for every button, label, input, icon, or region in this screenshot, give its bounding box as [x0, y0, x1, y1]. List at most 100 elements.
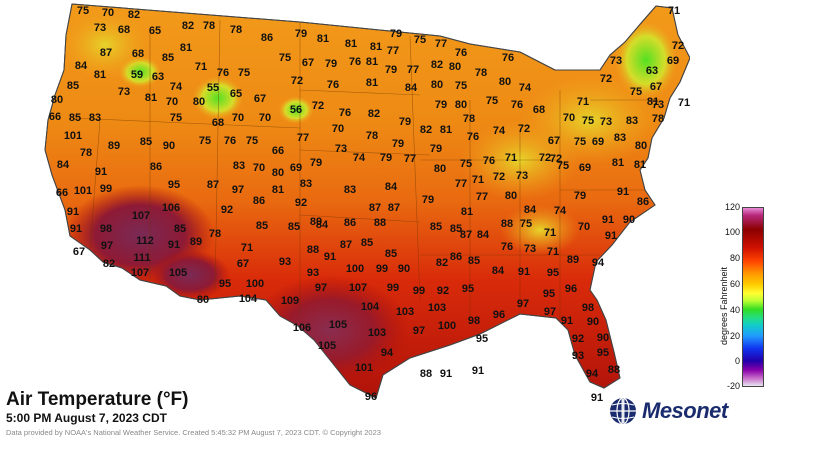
station-temperature: 83 [344, 184, 356, 196]
station-temperature: 92 [437, 285, 449, 297]
station-temperature: 111 [133, 252, 150, 264]
station-temperature: 79 [399, 116, 411, 128]
station-temperature: 86 [450, 251, 462, 263]
station-temperature: 76 [502, 52, 514, 64]
station-temperature: 81 [366, 56, 378, 68]
station-temperature: 95 [547, 267, 559, 279]
station-temperature: 95 [462, 283, 474, 295]
station-temperature: 105 [318, 340, 336, 352]
station-temperature: 85 [385, 248, 397, 260]
station-temperature: 99 [387, 282, 399, 294]
station-temperature: 87 [460, 229, 472, 241]
station-temperature: 104 [239, 293, 258, 305]
map-timestamp: 5:00 PM August 7, 2023 CDT [6, 411, 167, 425]
station-temperature: 70 [253, 162, 265, 174]
station-temperature: 84 [385, 181, 398, 193]
station-temperature: 91 [67, 206, 79, 218]
station-temperature: 77 [387, 45, 399, 57]
station-temperature: 66 [56, 187, 68, 199]
station-temperature: 79 [325, 58, 337, 70]
station-temperature: 73 [335, 143, 347, 155]
station-temperature: 80 [51, 94, 63, 106]
station-temperature: 105 [329, 319, 347, 331]
station-temperature: 73 [600, 116, 612, 128]
station-temperature: 63 [152, 71, 164, 83]
station-temperature: 76 [467, 131, 479, 143]
station-temperature: 103 [428, 302, 446, 314]
station-temperature: 76 [455, 47, 467, 59]
station-temperature: 75 [557, 160, 569, 172]
station-temperature: 90 [587, 316, 599, 328]
station-temperature: 85 [256, 220, 268, 232]
station-temperature: 77 [407, 64, 419, 76]
station-temperature: 75 [279, 52, 291, 64]
map-title: Air Temperature (°F) [6, 389, 189, 410]
station-temperature: 91 [472, 365, 484, 377]
station-temperature: 107 [132, 210, 150, 222]
station-temperature: 112 [136, 235, 154, 247]
station-temperature: 71 [505, 152, 517, 164]
station-temperature: 109 [281, 295, 299, 307]
station-temperature: 81 [440, 124, 452, 136]
station-temperature: 87 [340, 239, 352, 251]
station-temperature: 80 [272, 167, 284, 179]
station-temperature: 94 [592, 257, 605, 269]
station-temperature: 82 [420, 124, 432, 136]
station-temperature: 56 [290, 104, 302, 116]
station-temperature: 99 [376, 263, 388, 275]
station-temperature: 67 [237, 258, 249, 270]
station-temperature: 96 [365, 391, 377, 403]
station-temperature: 91 [518, 266, 530, 278]
station-temperature: 88 [374, 217, 386, 229]
station-temperature: 105 [169, 267, 187, 279]
station-temperature: 79 [574, 190, 586, 202]
station-temperature: 85 [67, 80, 79, 92]
station-temperature: 97 [517, 298, 529, 310]
station-temperature: 75 [238, 67, 250, 79]
station-temperature: 68 [118, 24, 130, 36]
station-temperature: 76 [349, 56, 361, 68]
station-temperature: 76 [217, 67, 229, 79]
station-temperature: 66 [272, 145, 284, 157]
station-temperature: 85 [450, 223, 462, 235]
station-temperature: 83 [233, 160, 245, 172]
station-temperature: 82 [128, 9, 140, 21]
station-temperature: 97 [544, 306, 556, 318]
station-temperature: 90 [163, 140, 175, 152]
station-temperature: 101 [355, 362, 373, 374]
station-temperature: 68 [132, 48, 144, 60]
station-temperature: 87 [369, 202, 381, 214]
station-temperature: 90 [597, 332, 609, 344]
station-temperature: 83 [89, 112, 101, 124]
station-temperature: 74 [519, 82, 532, 94]
station-temperature: 76 [483, 155, 495, 167]
station-temperature: 70 [259, 112, 271, 124]
station-temperature: 78 [366, 130, 378, 142]
station-temperature: 70 [332, 123, 344, 135]
station-temperature: 90 [623, 214, 635, 226]
station-temperature: 88 [608, 364, 620, 376]
station-temperature: 96 [565, 283, 577, 295]
station-temperature: 84 [477, 229, 490, 241]
station-temperature: 73 [516, 170, 528, 182]
station-temperature: 104 [361, 301, 380, 313]
station-temperature: 81 [461, 206, 473, 218]
station-temperature: 91 [561, 315, 573, 327]
station-temperature: 80 [449, 61, 461, 73]
station-temperature: 71 [678, 97, 690, 109]
station-temperature: 78 [230, 24, 242, 36]
station-temperature: 71 [195, 61, 207, 73]
station-temperature: 103 [396, 306, 414, 318]
station-temperature: 67 [302, 57, 314, 69]
station-temperature: 81 [366, 77, 378, 89]
station-temperature: 78 [652, 113, 664, 125]
station-temperature: 75 [199, 135, 211, 147]
station-temperature: 89 [190, 236, 202, 248]
station-temperature: 82 [368, 108, 380, 120]
station-temperature: 91 [591, 392, 603, 404]
station-temperature: 86 [253, 195, 265, 207]
station-temperature: 87 [388, 202, 400, 214]
station-temperature: 81 [634, 159, 646, 171]
station-temperature: 85 [69, 112, 81, 124]
station-temperature: 72 [550, 153, 562, 165]
